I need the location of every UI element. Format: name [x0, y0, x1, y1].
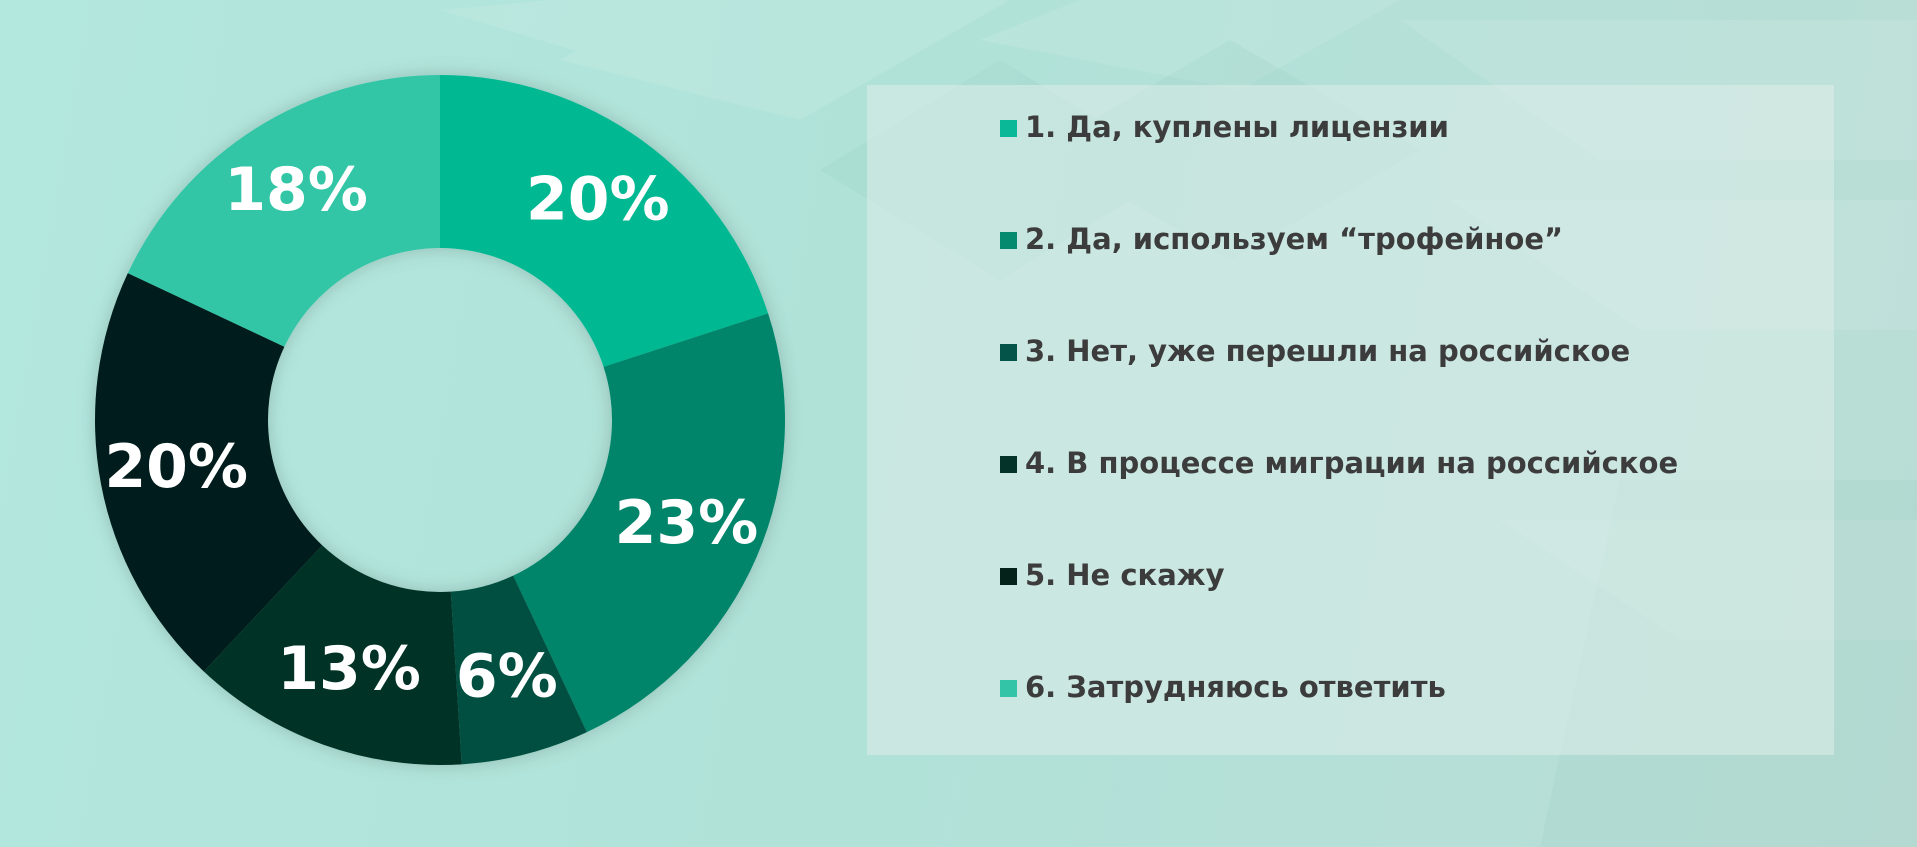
donut-chart: 20% 23% 6% 13% 20% 18% — [95, 75, 785, 765]
legend-panel: 1. Да, куплены лицензии 2. Да, используе… — [867, 85, 1834, 755]
legend-label: 5. Не скажу — [1025, 558, 1225, 592]
legend-swatch — [1000, 680, 1017, 697]
donut-slice — [450, 575, 587, 765]
donut-slice — [513, 313, 785, 733]
legend-swatch — [1000, 568, 1017, 585]
slice-value-label: 13% — [277, 634, 421, 704]
legend-label: 4. В процессе миграции на российское — [1025, 446, 1679, 480]
slice-value-label: 18% — [224, 155, 368, 225]
donut-slice — [440, 75, 769, 367]
legend-swatch — [1000, 456, 1017, 473]
legend-label: 6. Затрудняюсь ответить — [1025, 670, 1446, 704]
donut-slice — [203, 545, 462, 765]
legend-swatch — [1000, 120, 1017, 137]
legend-item: 2. Да, используем “трофейное” — [1000, 225, 1678, 337]
legend-label: 1. Да, куплены лицензии — [1025, 110, 1449, 144]
slice-value-label: 6% — [456, 642, 558, 712]
legend-item: 3. Нет, уже перешли на российское — [1000, 337, 1678, 449]
legend-swatch — [1000, 232, 1017, 249]
slice-value-label: 20% — [104, 432, 248, 502]
legend-item: 6. Затрудняюсь ответить — [1000, 673, 1678, 785]
slice-value-label: 20% — [526, 164, 670, 234]
legend-label: 2. Да, используем “трофейное” — [1025, 222, 1564, 256]
legend-item: 4. В процессе миграции на российское — [1000, 449, 1678, 561]
donut-slice — [95, 273, 323, 672]
legend-label: 3. Нет, уже перешли на российское — [1025, 334, 1631, 368]
slice-value-label: 23% — [615, 488, 759, 558]
legend-item: 5. Не скажу — [1000, 561, 1678, 673]
legend-swatch — [1000, 344, 1017, 361]
legend-item: 1. Да, куплены лицензии — [1000, 113, 1678, 225]
legend: 1. Да, куплены лицензии 2. Да, используе… — [1000, 113, 1678, 785]
donut-slice — [127, 75, 441, 347]
